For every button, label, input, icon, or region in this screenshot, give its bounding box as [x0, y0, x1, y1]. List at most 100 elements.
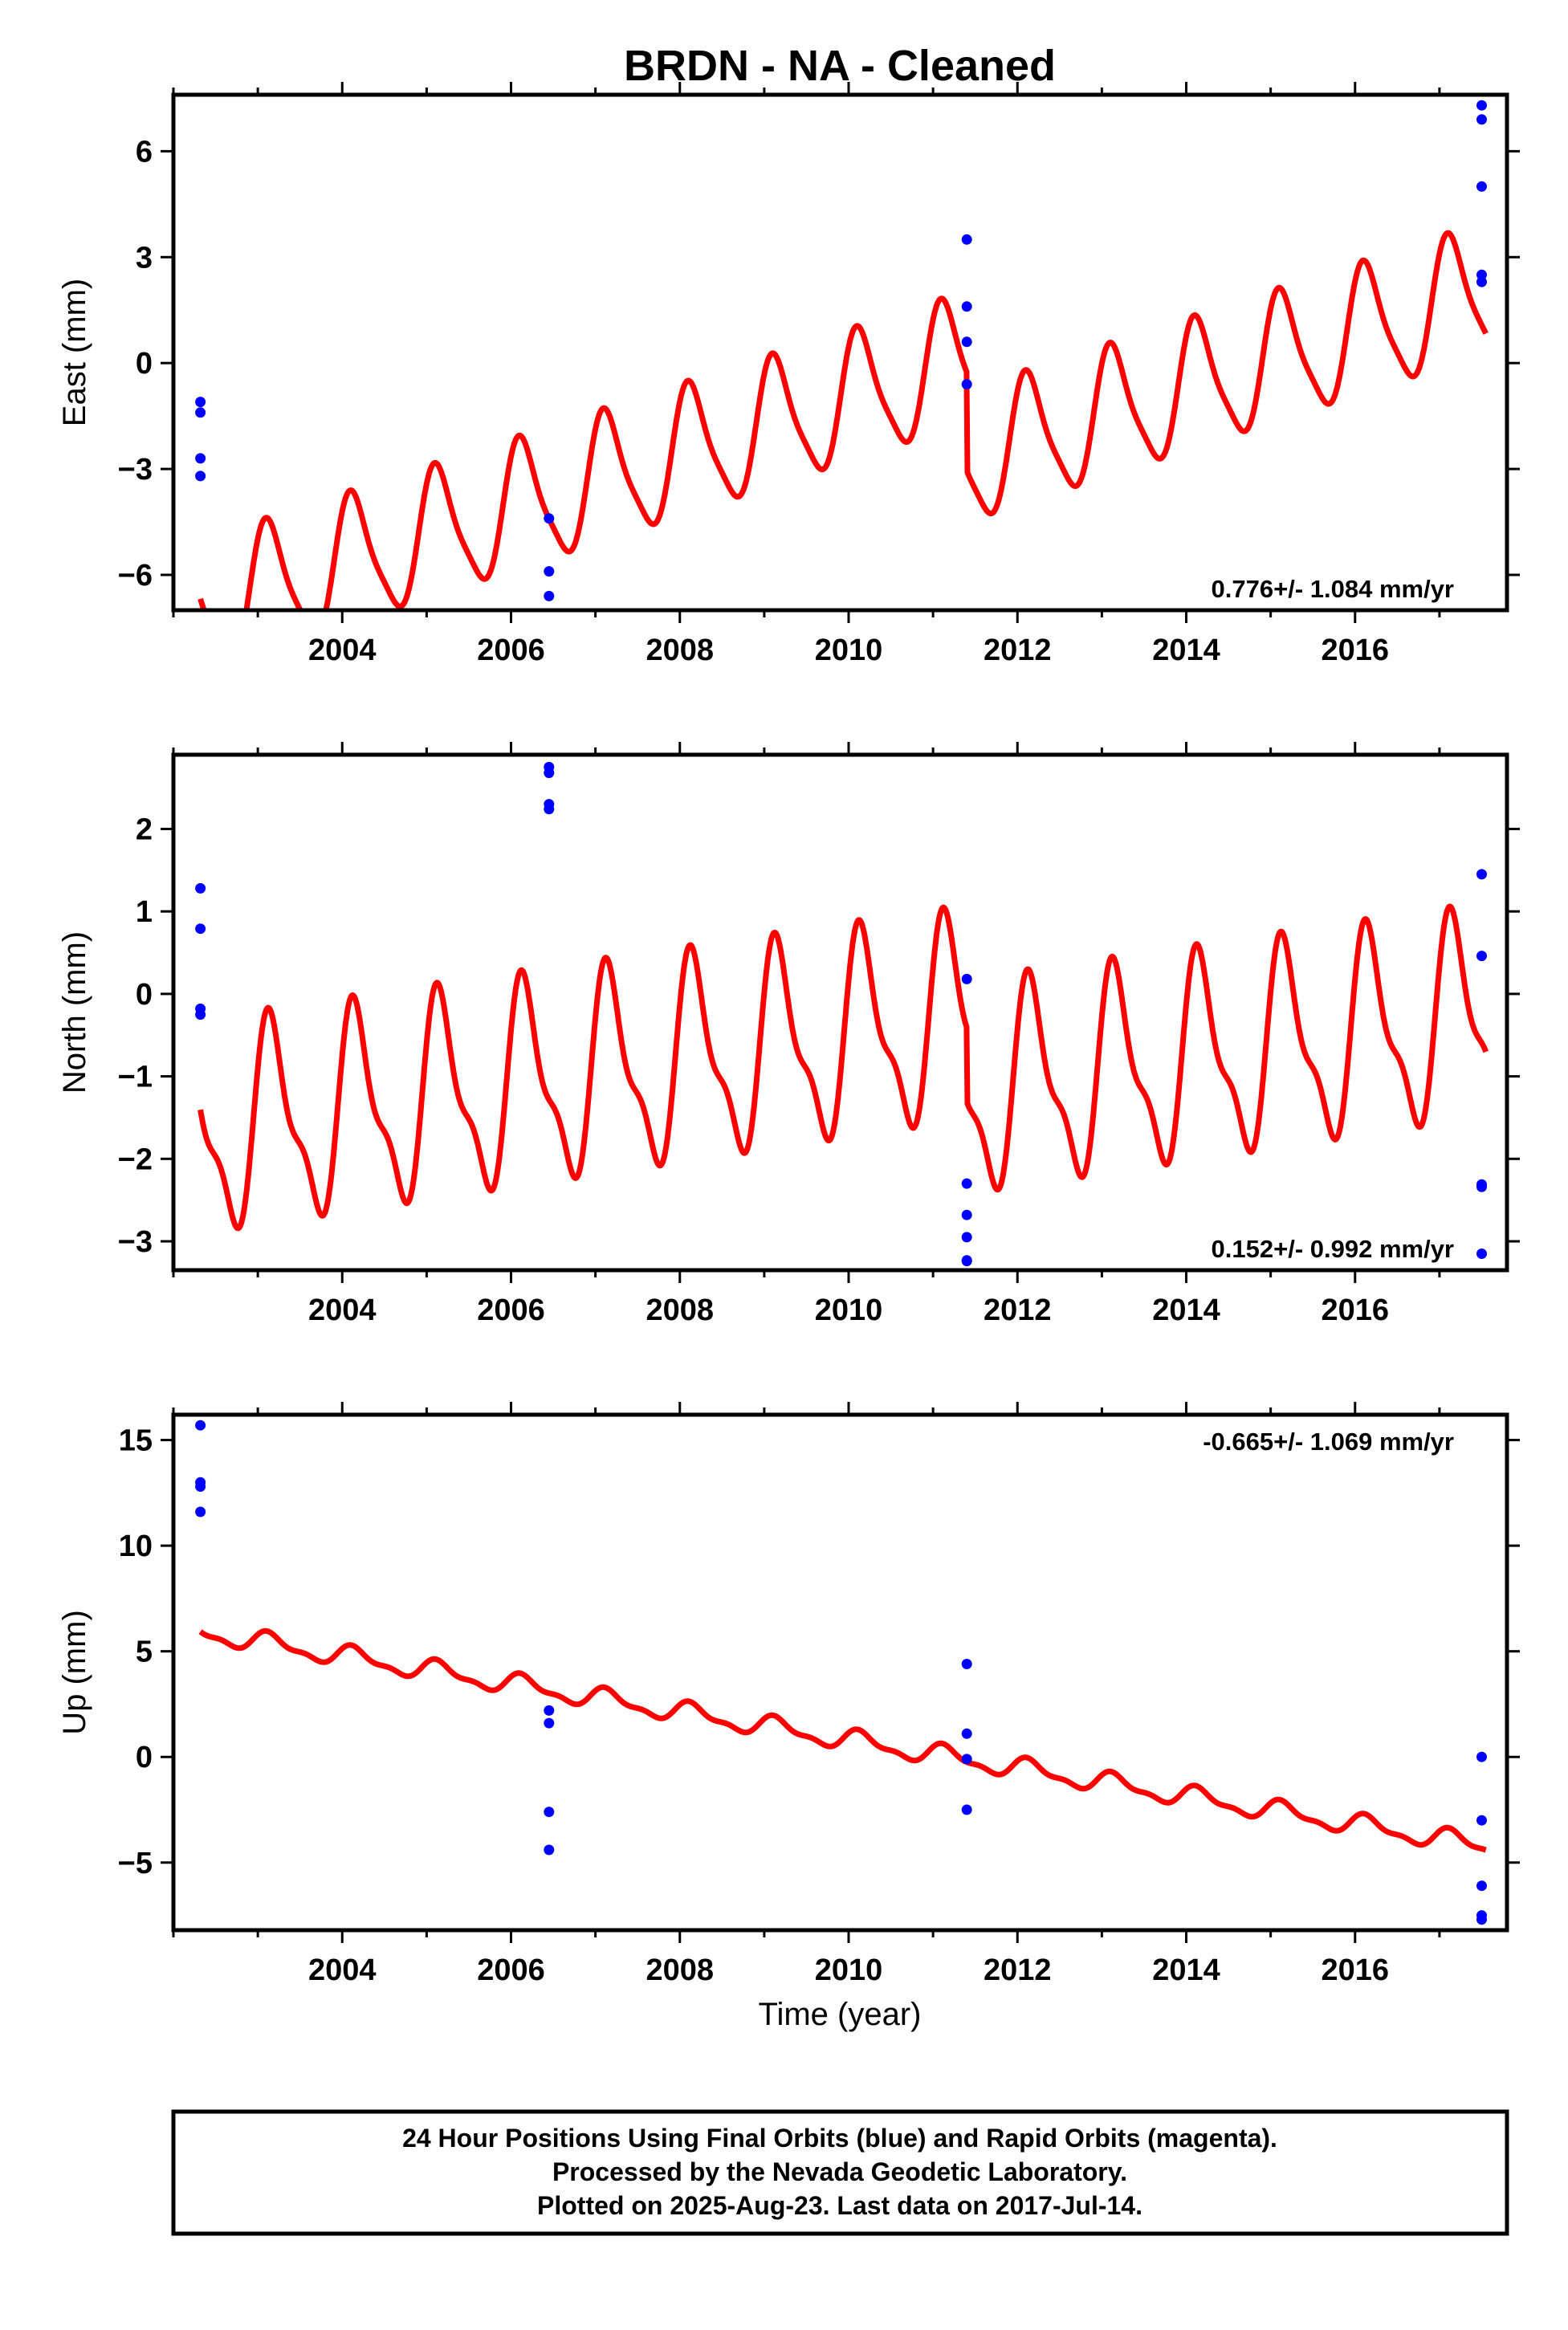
up-y-tick-label: 15 [119, 1424, 153, 1458]
east-data-point [544, 590, 555, 601]
north-data-point [961, 1209, 972, 1220]
up-data-point [544, 1844, 555, 1855]
east-data-point [961, 234, 972, 245]
north-y-tick-label: 1 [136, 895, 153, 929]
chart-title: BRDN - NA - Cleaned [624, 42, 1056, 90]
footer-line-1: 24 Hour Positions Using Final Orbits (bl… [402, 2124, 1277, 2153]
east-x-tick-label: 2006 [477, 633, 545, 667]
east-data-point [544, 513, 555, 524]
north-y-tick-label: −1 [118, 1061, 153, 1094]
up-data-point [961, 1659, 972, 1669]
north-plot-frame [171, 752, 1509, 1273]
footer-line-3: Plotted on 2025-Aug-23. Last data on 201… [537, 2191, 1142, 2220]
east-rate-label: 0.776+/- 1.084 mm/yr [1212, 575, 1454, 603]
up-y-axis-label: Up (mm) [57, 1610, 92, 1735]
east-y-tick-label: 3 [136, 241, 153, 275]
north-x-tick-label: 2006 [477, 1293, 545, 1327]
east-y-tick-label: 0 [136, 347, 153, 381]
east-data-point [961, 379, 972, 390]
north-x-tick-label: 2012 [984, 1293, 1052, 1327]
north-x-tick-label: 2004 [308, 1293, 377, 1327]
east-data-point [195, 470, 206, 482]
east-data-point [1476, 276, 1487, 287]
north-y-tick-label: −2 [118, 1143, 153, 1176]
east-data-point [1476, 100, 1487, 111]
up-model-line [198, 1627, 1489, 1853]
north-data-point [1476, 951, 1487, 962]
east-y-tick-label: 6 [136, 135, 153, 169]
up-data-point [544, 1807, 555, 1818]
up-x-tick-label: 2012 [984, 1953, 1052, 1987]
up-data-point [961, 1728, 972, 1739]
east-data-point [195, 397, 206, 408]
footer-box: 24 Hour Positions Using Final Orbits (bl… [171, 2109, 1509, 2236]
up-y-tick-label: 5 [136, 1635, 153, 1669]
up-data-point [961, 1754, 972, 1765]
up-data-point [544, 1705, 555, 1716]
footer-line-2: Processed by the Nevada Geodetic Laborat… [552, 2157, 1127, 2186]
east-x-tick-label: 2008 [646, 633, 714, 667]
east-data-point [961, 301, 972, 312]
north-y-tick-label: −3 [118, 1225, 153, 1259]
north-data-point [195, 1009, 206, 1020]
north-data-point [544, 768, 555, 779]
up-data-point [961, 1804, 972, 1815]
east-x-tick-label: 2012 [984, 633, 1052, 667]
up-data-point [195, 1506, 206, 1517]
east-y-axis-label: East (mm) [57, 279, 92, 426]
east-x-tick-label: 2016 [1321, 633, 1389, 667]
north-y-tick-label: 0 [136, 978, 153, 1012]
east-data-point [195, 453, 206, 464]
north-data-point [1476, 869, 1487, 880]
north-rate-label: 0.152+/- 0.992 mm/yr [1212, 1235, 1454, 1263]
up-data-point [195, 1420, 206, 1431]
up-panel: 2004 2006 2008 2010 2012 2014 2016 15 10 5 0 −5 Up (… [57, 1402, 1520, 1987]
east-plot-frame [171, 92, 1509, 613]
north-data-point [961, 973, 972, 984]
north-data-point [961, 1232, 972, 1243]
up-x-tick-label: 2016 [1321, 1953, 1389, 1987]
east-data-point [1476, 181, 1487, 192]
up-data-point [195, 1481, 206, 1492]
north-panel: 2004 2006 2008 2010 2012 2014 2016 2 1 0 −1 −2 −3 Nor… [57, 742, 1520, 1327]
north-data-point [195, 923, 206, 935]
north-data-point [1476, 1249, 1487, 1259]
north-data-point [961, 1256, 972, 1267]
east-model-line [198, 230, 1489, 610]
east-data-point [961, 336, 972, 348]
up-x-tick-label: 2010 [815, 1953, 883, 1987]
east-x-tick-label: 2010 [815, 633, 883, 667]
east-data-point [544, 566, 555, 577]
north-data-point [195, 882, 206, 894]
up-x-tick-label: 2004 [308, 1953, 377, 1987]
up-x-tick-label: 2014 [1152, 1953, 1220, 1987]
north-x-tick-label: 2010 [815, 1293, 883, 1327]
up-data-point [544, 1717, 555, 1729]
north-x-tick-label: 2016 [1321, 1293, 1389, 1327]
up-data-point [1476, 1815, 1487, 1826]
up-y-tick-label: 10 [119, 1530, 153, 1563]
up-y-tick-label: −5 [118, 1847, 153, 1880]
north-y-axis-label: North (mm) [57, 931, 92, 1094]
up-data-point [1476, 1880, 1487, 1892]
east-data-point [1476, 114, 1487, 125]
north-data-point [544, 804, 555, 815]
north-data-point [1476, 1181, 1487, 1192]
east-x-tick-label: 2014 [1152, 633, 1220, 667]
north-x-tick-label: 2008 [646, 1293, 714, 1327]
up-data-point [1476, 1914, 1487, 1925]
east-y-tick-label: −6 [118, 559, 153, 593]
up-plot-frame [171, 1412, 1509, 1933]
north-model-line [198, 903, 1489, 1232]
x-axis-label: Time (year) [759, 1997, 922, 2032]
east-panel: 2004 2006 2008 2010 2012 2014 2016 6 3 0 −3 −6 East … [57, 82, 1520, 667]
up-y-tick-label: 0 [136, 1741, 153, 1774]
up-x-tick-label: 2006 [477, 1953, 545, 1987]
east-data-point [195, 407, 206, 418]
north-data-point [961, 1178, 972, 1189]
up-rate-label: -0.665+/- 1.069 mm/yr [1203, 1428, 1454, 1456]
north-y-tick-label: 2 [136, 813, 153, 846]
east-x-tick-label: 2004 [308, 633, 377, 667]
east-y-tick-label: −3 [118, 453, 153, 487]
